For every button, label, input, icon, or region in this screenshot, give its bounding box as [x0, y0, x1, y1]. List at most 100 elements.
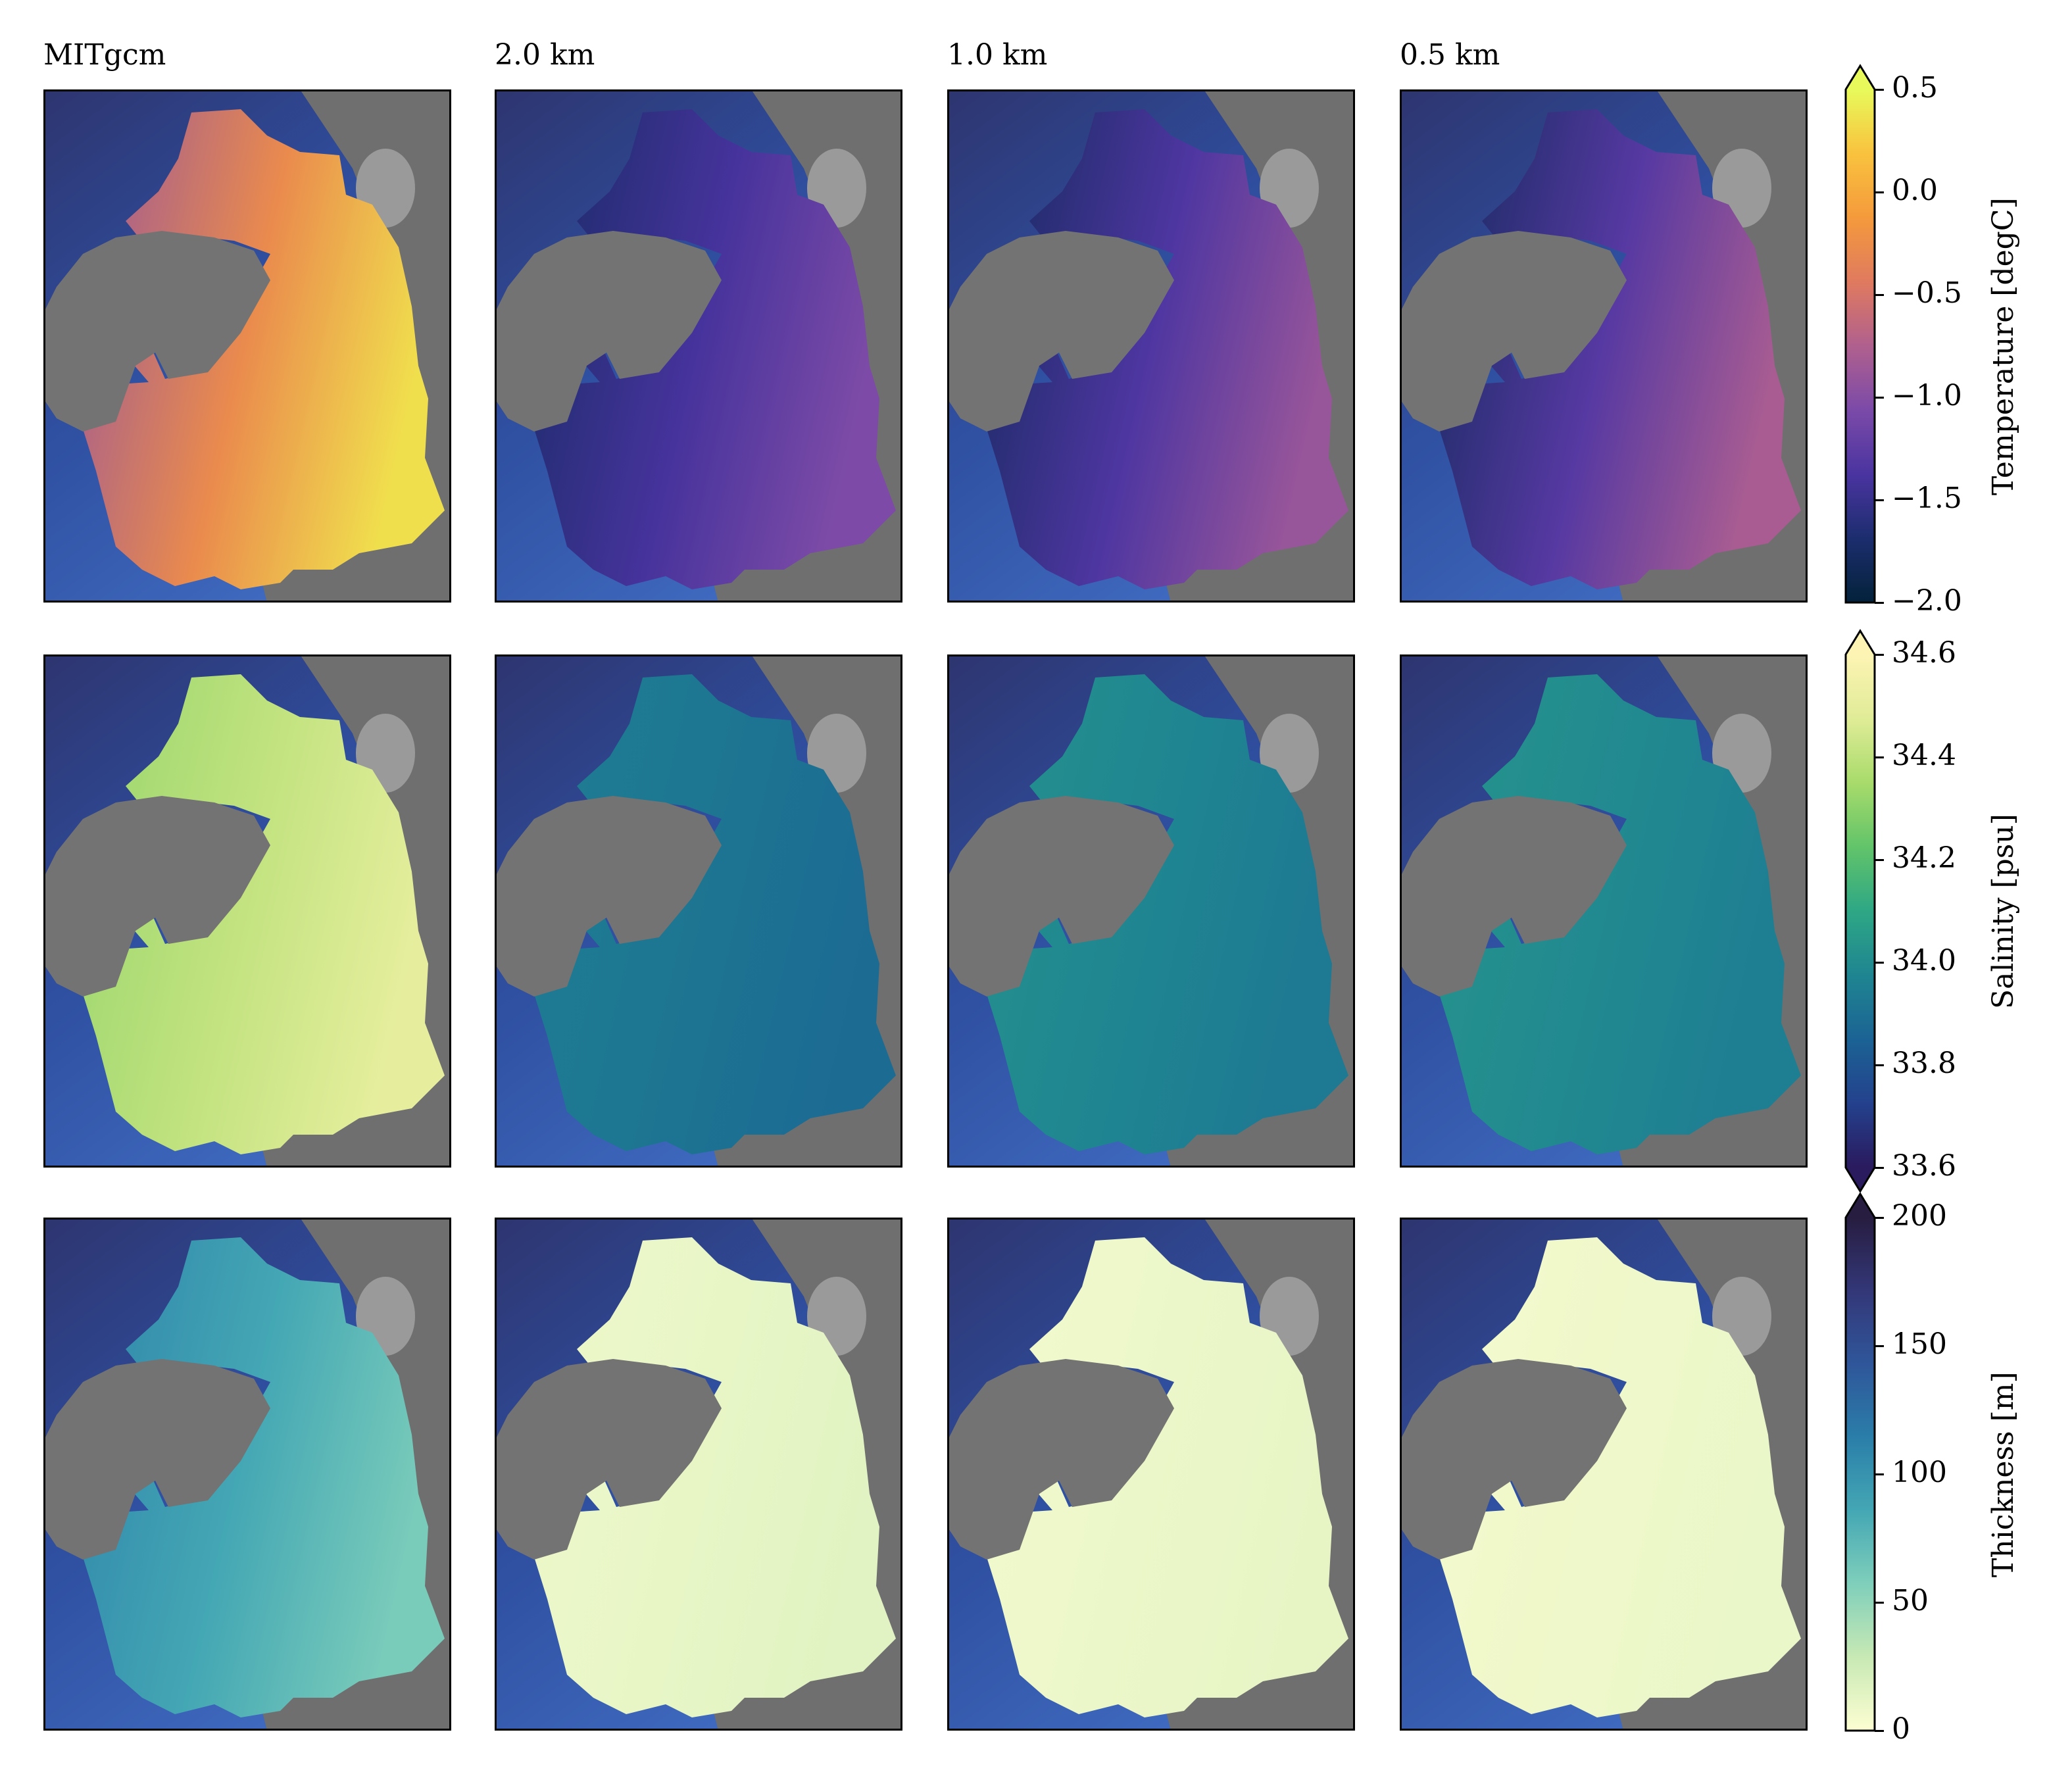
- panel-map-temperature-1: [495, 89, 902, 603]
- ocean-field: [983, 1237, 1348, 1717]
- ice-rise: [1400, 231, 1627, 432]
- panel-temperature-2: [947, 89, 1355, 603]
- ocean-field: [1436, 109, 1801, 589]
- ocean-field: [1436, 1237, 1801, 1717]
- panel-temperature-1: [495, 89, 902, 603]
- colorbar-temperature: [1843, 63, 1877, 631]
- colorbar-outline: [1844, 64, 1876, 604]
- ocean-field: [80, 109, 445, 589]
- ice-rise: [43, 796, 270, 997]
- ocean-field: [531, 674, 896, 1154]
- colorbar-thickness: [1843, 1191, 1877, 1760]
- colorbar-gradient: [1846, 654, 1875, 1168]
- colorbar-tick-label: 150: [1892, 1327, 1947, 1361]
- colorbar-tick: [1875, 858, 1884, 861]
- ice-rise: [43, 1359, 270, 1560]
- ice-rise: [495, 796, 722, 997]
- colorbar-tick: [1875, 961, 1884, 964]
- colorbar-tick-label: 200: [1892, 1199, 1947, 1233]
- colorbar-label-thickness: Thickness [m]: [1986, 1371, 2020, 1577]
- colorbar-svg-salinity: [1844, 629, 1876, 1193]
- ice-rise: [495, 231, 722, 432]
- colorbar-label-temperature: Temperature [degC]: [1986, 197, 2020, 495]
- panel-salinity-1: [495, 654, 902, 1168]
- colorbar-tick: [1875, 396, 1884, 399]
- colorbar-tick: [1875, 1729, 1884, 1732]
- panel-temperature-3: [1400, 89, 1808, 603]
- colorbar-tick: [1875, 293, 1884, 296]
- colorbar-tick-label: 0.0: [1892, 174, 1938, 207]
- panel-frame: [43, 654, 451, 1168]
- colorbar-tick-label: 50: [1892, 1584, 1929, 1617]
- colorbar-tick: [1875, 1344, 1884, 1347]
- panel-frame: [495, 654, 902, 1168]
- colorbar-tick: [1875, 1473, 1884, 1475]
- panel-thickness-1: [495, 1218, 902, 1731]
- ocean-field: [983, 109, 1348, 589]
- colorbar-tick-label: 33.8: [1892, 1047, 1956, 1080]
- column-title-mitgcm: MITgcm: [43, 38, 166, 72]
- panel-map-thickness-0: [43, 1218, 451, 1731]
- panel-salinity-0: [43, 654, 451, 1168]
- panel-frame: [1400, 89, 1808, 603]
- colorbar-tick-label: 34.2: [1892, 841, 1956, 875]
- colorbar-tick-label: 0.5: [1892, 71, 1938, 105]
- panel-frame: [947, 89, 1355, 603]
- colorbar-extend-min: [1846, 1168, 1875, 1191]
- colorbar-svg-temperature: [1844, 64, 1876, 604]
- column-title-1km: 1.0 km: [947, 38, 1048, 72]
- colorbar-svg-thickness: [1844, 1192, 1876, 1732]
- panel-map-temperature-3: [1400, 89, 1808, 603]
- colorbar-tick-label: −2.0: [1892, 584, 1962, 618]
- panel-map-thickness-3: [1400, 1218, 1808, 1731]
- colorbar-tick-label: −0.5: [1892, 276, 1962, 310]
- colorbar-salinity: [1843, 628, 1877, 1196]
- ice-rise: [947, 796, 1174, 997]
- panel-thickness-0: [43, 1218, 451, 1731]
- panel-map-salinity-1: [495, 654, 902, 1168]
- ocean-field: [531, 1237, 896, 1717]
- colorbar-tick-label: −1.5: [1892, 481, 1962, 515]
- panel-frame: [947, 654, 1355, 1168]
- ice-rise: [43, 231, 270, 432]
- colorbar-label-salinity: Salinity [psu]: [1986, 813, 2020, 1009]
- colorbar-tick: [1875, 1601, 1884, 1604]
- colorbar-gradient: [1846, 1218, 1875, 1731]
- panel-map-temperature-2: [947, 89, 1355, 603]
- colorbar-tick: [1875, 1064, 1884, 1066]
- ocean-field: [80, 674, 445, 1154]
- colorbar-tick: [1875, 653, 1884, 656]
- colorbar-tick: [1875, 88, 1884, 91]
- panel-temperature-0: [43, 89, 451, 603]
- colorbar-tick-label: 34.6: [1892, 636, 1956, 670]
- panel-frame: [43, 1218, 451, 1731]
- ice-rise: [1400, 796, 1627, 997]
- colorbar-tick: [1875, 499, 1884, 501]
- colorbar-extend-max: [1846, 631, 1875, 654]
- colorbar-tick-label: 33.6: [1892, 1149, 1956, 1183]
- ocean-field: [80, 1237, 445, 1717]
- panel-thickness-2: [947, 1218, 1355, 1731]
- column-title-2km: 2.0 km: [495, 38, 595, 72]
- column-title-05km: 0.5 km: [1400, 38, 1500, 72]
- panel-map-thickness-2: [947, 1218, 1355, 1731]
- colorbar-tick-label: 100: [1892, 1456, 1947, 1489]
- colorbar-gradient: [1846, 89, 1875, 603]
- colorbar-tick-label: −1.0: [1892, 379, 1962, 412]
- panel-frame: [1400, 1218, 1808, 1731]
- ocean-field: [983, 674, 1348, 1154]
- ice-rise: [495, 1359, 722, 1560]
- panel-thickness-3: [1400, 1218, 1808, 1731]
- ice-rise: [947, 1359, 1174, 1560]
- colorbar-tick: [1875, 1166, 1884, 1169]
- colorbar-extend-max: [1846, 66, 1875, 89]
- panel-frame: [495, 89, 902, 603]
- ice-rise: [1400, 1359, 1627, 1560]
- panel-map-salinity-2: [947, 654, 1355, 1168]
- panel-salinity-3: [1400, 654, 1808, 1168]
- panel-frame: [495, 1218, 902, 1731]
- panel-frame: [947, 1218, 1355, 1731]
- colorbar-tick: [1875, 756, 1884, 758]
- panel-map-salinity-0: [43, 654, 451, 1168]
